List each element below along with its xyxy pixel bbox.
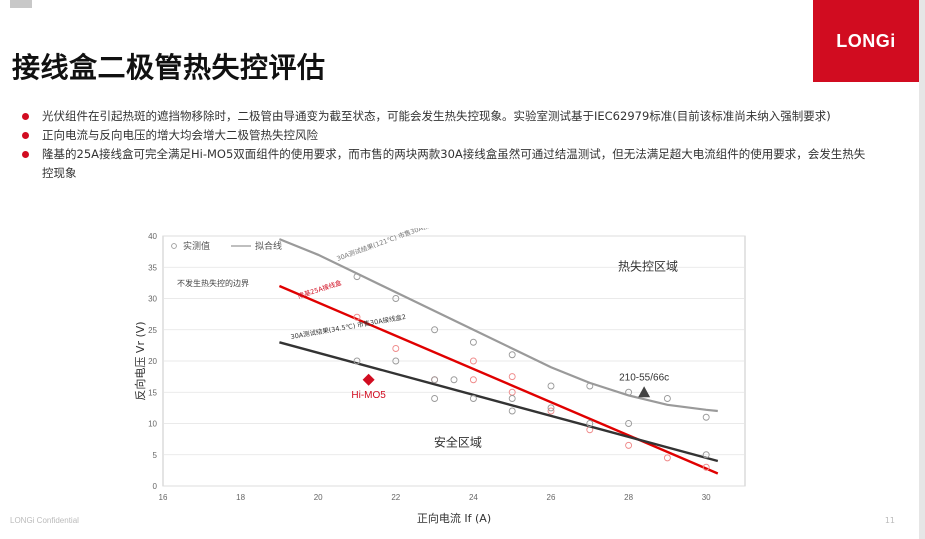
data-point-red [508,373,516,381]
slide-edge [919,0,925,539]
y-tick-label: 20 [148,357,157,366]
bullet-item: 光伏组件在引起热斑的遮挡物移除时，二极管由导通变为截至状态，可能会发生热失控现象… [22,107,872,126]
bullet-item: 隆基的25A接线盒可完全满足Hi-MO5双面组件的使用要求，而市售的两块两款30… [22,145,872,183]
data-point-dark [469,395,477,402]
page-title: 接线盒二极管热失控评估 [12,51,326,84]
y-axis-label: 反向电压 Vr (V) [133,321,147,400]
data-point-dark [508,407,516,415]
x-tick-label: 18 [236,493,245,502]
y-tick-label: 0 [153,482,158,491]
data-point-gray [392,295,400,302]
x-axis-label: 正向电流 If (A) [417,511,491,525]
x-tick-label: 26 [547,493,556,502]
data-point-red [625,441,633,449]
y-tick-label: 30 [148,295,157,304]
region-label-runaway: 热失控区域 [618,258,678,273]
region-label-safe: 安全区域 [434,435,482,450]
data-point-red [392,345,400,352]
x-tick-label: 30 [702,493,711,502]
data-point-red [469,357,477,365]
data-point-dark [353,357,361,365]
data-point-gray [431,326,439,334]
footer-text: LONGi Confidential [10,516,79,525]
x-tick-label: 16 [159,493,168,502]
x-tick-label: 20 [314,493,323,502]
data-point-gray [586,382,594,390]
y-tick-label: 15 [148,388,157,397]
longi-logo: LONGi [813,0,919,82]
page-number: 11 [884,516,895,525]
data-point-dark [392,357,400,365]
data-point-dark [508,395,516,402]
data-point-dark [586,420,594,427]
bullet-dot-icon [22,132,29,139]
bullet-list: 光伏组件在引起热斑的遮挡物移除时，二极管由导通变为截至状态，可能会发生热失控现象… [22,107,872,183]
annotation-label: 210-55/66c [619,372,669,383]
data-point-red [353,313,361,321]
bullet-text: 正向电流与反向电压的增大均会增大二极管热失控风险 [42,128,318,142]
data-point-dark [450,376,458,384]
data-point-dark [547,404,555,412]
corner-decoration [10,0,32,8]
data-point-dark [625,420,633,427]
bullet-dot-icon [22,113,29,120]
y-tick-label: 5 [153,451,158,460]
y-tick-label: 25 [148,326,157,335]
annotation-label: Hi-MO5 [351,390,386,401]
himo5-diamond-marker [362,373,375,386]
x-tick-label: 22 [391,493,400,502]
legend-marker-measured [171,243,177,249]
y-tick-label: 35 [148,263,157,272]
bullet-item: 正向电流与反向电压的增大均会增大二极管热失控风险 [22,126,872,145]
data-point-red [547,407,555,415]
data-point-red [663,454,671,462]
y-tick-label: 10 [148,420,157,429]
data-point-dark [702,451,710,459]
data-point-red [702,463,710,471]
data-point-gray [702,413,710,421]
bullet-dot-icon [22,151,29,158]
data-point-gray [353,273,361,281]
data-point-gray [508,351,516,359]
triangle-marker [638,386,651,398]
x-tick-label: 24 [469,493,478,502]
x-tick-label: 28 [624,493,633,502]
data-point-dark [431,376,439,384]
legend-label-fit: 拟合线 [255,240,282,252]
data-point-gray [547,382,555,390]
data-point-gray [663,395,671,402]
legend-label-measured: 实测值 [183,240,210,252]
boundary-label: 不发生热失控的边界 [177,278,249,288]
data-point-gray [625,388,633,396]
logo-text: LONGi [836,30,896,51]
thermal-runaway-chart: 0 5 10 15 20 25 30 35 40 16 18 20 22 24 26 28 30 正向电流 If … [133,228,746,525]
data-point-gray [469,338,477,346]
y-tick-label: 40 [148,232,157,241]
fit-line-dark [279,341,719,463]
bullet-text: 光伏组件在引起热斑的遮挡物移除时，二极管由导通变为截至状态，可能会发生热失控现象… [42,109,831,123]
data-point-red [469,376,477,384]
data-point-dark [431,395,439,402]
bullet-text: 隆基的25A接线盒可完全满足Hi-MO5双面组件的使用要求，而市售的两块两款30… [42,147,866,180]
